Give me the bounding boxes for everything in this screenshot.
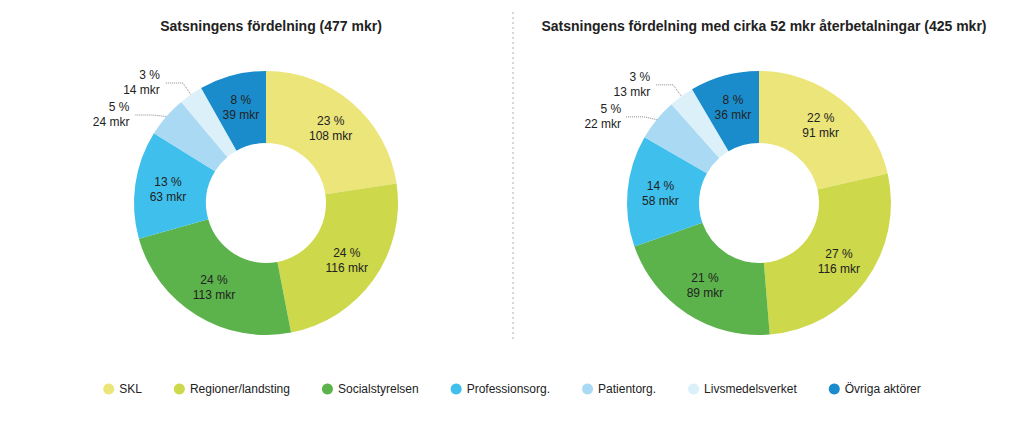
svg-text:91 mkr: 91 mkr: [802, 126, 839, 140]
svg-text:14 mkr: 14 mkr: [123, 83, 160, 97]
svg-text:13 %: 13 %: [154, 175, 182, 189]
svg-text:108 mkr: 108 mkr: [309, 129, 352, 143]
svg-text:39 mkr: 39 mkr: [223, 108, 260, 122]
svg-text:3 %: 3 %: [629, 70, 650, 84]
svg-text:Livsmedelsverket: Livsmedelsverket: [704, 382, 797, 396]
svg-text:8 %: 8 %: [723, 93, 744, 107]
svg-text:116 mkr: 116 mkr: [818, 262, 860, 276]
svg-text:3 %: 3 %: [139, 68, 160, 82]
svg-text:36 mkr: 36 mkr: [715, 108, 752, 122]
svg-text:24 mkr: 24 mkr: [93, 115, 130, 129]
svg-text:21 %: 21 %: [691, 271, 719, 285]
svg-text:89 mkr: 89 mkr: [687, 286, 724, 300]
svg-text:23 %: 23 %: [317, 114, 345, 128]
svg-text:24 %: 24 %: [333, 246, 361, 260]
svg-text:58 mkr: 58 mkr: [642, 194, 679, 208]
svg-text:5 %: 5 %: [600, 102, 621, 116]
svg-text:8 %: 8 %: [231, 93, 252, 107]
svg-text:Satsningens fördelning (477 mk: Satsningens fördelning (477 mkr): [160, 18, 382, 34]
svg-text:Patientorg.: Patientorg.: [598, 382, 656, 396]
svg-text:22 %: 22 %: [807, 111, 835, 125]
svg-text:Satsningens fördelning med cir: Satsningens fördelning med cirka 52 mkr …: [541, 18, 986, 34]
svg-text:SKL: SKL: [119, 382, 142, 396]
svg-text:14 %: 14 %: [647, 179, 675, 193]
svg-text:63 mkr: 63 mkr: [150, 190, 187, 204]
svg-text:13 mkr: 13 mkr: [613, 85, 650, 99]
svg-text:Regioner/landsting: Regioner/landsting: [190, 382, 290, 396]
svg-text:22 mkr: 22 mkr: [584, 117, 621, 131]
svg-text:27 %: 27 %: [825, 247, 853, 261]
svg-text:Övriga aktörer: Övriga aktörer: [845, 382, 921, 396]
svg-text:Professionsorg.: Professionsorg.: [467, 382, 550, 396]
svg-text:5 %: 5 %: [109, 100, 130, 114]
svg-text:116 mkr: 116 mkr: [326, 261, 368, 275]
svg-text:Socialstyrelsen: Socialstyrelsen: [338, 382, 419, 396]
svg-text:113 mkr: 113 mkr: [193, 288, 235, 302]
svg-text:24 %: 24 %: [200, 273, 228, 287]
